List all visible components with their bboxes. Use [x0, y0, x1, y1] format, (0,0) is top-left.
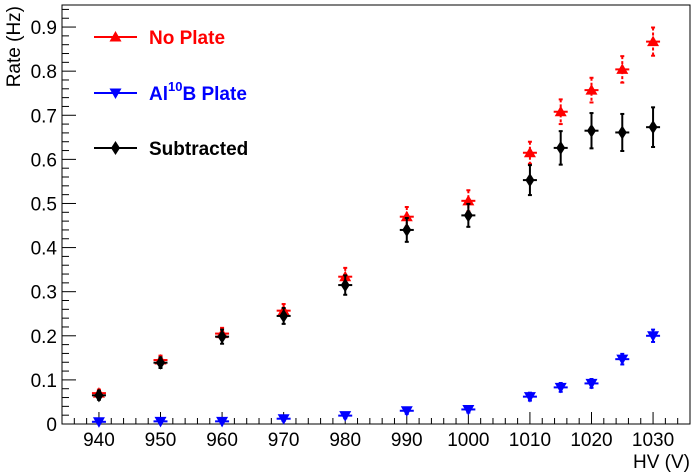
data-point [523, 392, 536, 403]
legend-label: Al10B Plate [149, 79, 247, 105]
x-tick-label: 1020 [570, 430, 612, 451]
y-tick-label: 0 [46, 415, 57, 436]
data-point [586, 123, 596, 138]
y-tick-label: 0.8 [31, 62, 57, 83]
x-tick-label: 1010 [509, 430, 551, 451]
data-point [400, 210, 413, 222]
y-tick-label: 0.9 [31, 18, 57, 39]
data-point [648, 120, 658, 135]
x-tick-label: 980 [329, 430, 361, 451]
data-point [277, 414, 290, 425]
series-al10b-plate [91, 328, 661, 428]
x-tick-label: 990 [391, 430, 423, 451]
data-point [523, 146, 536, 158]
x-axis-title: HV (V) [633, 452, 690, 472]
legend-label-main: Al [149, 84, 168, 105]
data-point [585, 84, 598, 95]
x-tick-label: 1000 [447, 430, 489, 451]
x-tick-label: 960 [206, 430, 238, 451]
legend-marker [109, 88, 122, 99]
data-point [554, 105, 567, 117]
data-point [463, 208, 473, 223]
y-tick-label: 0.7 [31, 106, 57, 127]
legend-label: Subtracted [149, 139, 248, 160]
x-tick-label: 950 [145, 430, 177, 451]
x-tick-label: 940 [83, 430, 115, 451]
data-point [279, 308, 289, 323]
legend-label-superscript: 10 [168, 79, 182, 94]
data-point [525, 173, 535, 188]
data-point [556, 140, 566, 155]
data-point [339, 411, 352, 422]
data-point [616, 63, 629, 74]
data-point [156, 355, 166, 370]
y-tick-label: 0.6 [31, 150, 57, 171]
data-point [647, 35, 660, 47]
data-point [340, 278, 350, 293]
x-tick-label: 970 [268, 430, 300, 451]
y-tick-label: 0.3 [31, 283, 57, 304]
legend-entry: Al10B Plate [94, 79, 247, 105]
y-axis-title: Rate (Hz) [4, 6, 25, 87]
data-point [217, 329, 227, 344]
series-subtracted [91, 106, 661, 403]
y-tick-label: 0.1 [31, 371, 57, 392]
x-tick-label: 1030 [632, 430, 674, 451]
legend-marker [111, 141, 120, 155]
data-point [585, 378, 598, 390]
legend-label: No Plate [149, 28, 225, 49]
legend-entry: No Plate [94, 28, 225, 49]
y-tick-label: 0.2 [31, 327, 57, 348]
data-point [154, 416, 167, 428]
data-point [647, 331, 660, 342]
legend-marker [109, 31, 122, 42]
y-tick-label: 0.4 [31, 239, 58, 260]
data-point [94, 388, 104, 403]
y-tick-label: 0.5 [31, 194, 57, 215]
data-point [402, 222, 412, 237]
data-point [462, 194, 475, 206]
data-point [400, 406, 413, 417]
legend-entry: Subtracted [94, 139, 248, 160]
plot-frame [61, 4, 691, 425]
data-point [216, 416, 229, 428]
data-point [92, 417, 105, 428]
legend-label-suffix: B Plate [182, 84, 246, 105]
data-point [554, 382, 567, 394]
data-point [617, 125, 627, 140]
data-point [462, 404, 475, 416]
data-point [616, 354, 629, 366]
